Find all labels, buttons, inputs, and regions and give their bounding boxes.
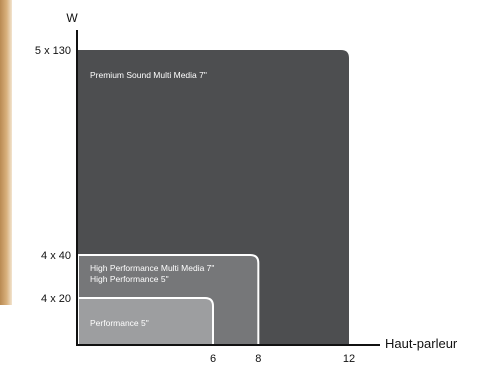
y-tick-4-x-20: 4 x 20 xyxy=(41,293,71,305)
region-labels: Premium Sound Multi Media 7" High Perform… xyxy=(90,70,214,328)
x-axis-label: Haut-parleur xyxy=(385,336,458,351)
y-tick-4-x-40: 4 x 40 xyxy=(41,250,71,262)
x-tick-labels: 6 8 12 xyxy=(210,353,355,365)
chart-regions xyxy=(77,50,349,346)
axes xyxy=(76,30,380,346)
x-tick-12: 12 xyxy=(343,353,355,365)
x-tick-8: 8 xyxy=(255,353,261,365)
region-label-high-performance-5: High Performance 5" xyxy=(90,274,169,284)
region-label-premium-sound-multi-media-7: Premium Sound Multi Media 7" xyxy=(90,70,207,80)
y-tick-5-x-130: 5 x 130 xyxy=(35,45,71,57)
x-tick-6: 6 xyxy=(210,353,216,365)
region-label-high-performance-multi-media-7: High Performance Multi Media 7" xyxy=(90,263,214,273)
y-tick-labels: 4 x 20 4 x 40 5 x 130 xyxy=(35,45,71,305)
region-performance-5 xyxy=(77,297,214,346)
y-axis-label: W xyxy=(66,11,78,25)
left-edge-decoration xyxy=(0,0,12,305)
region-label-performance-5: Performance 5" xyxy=(90,318,149,328)
